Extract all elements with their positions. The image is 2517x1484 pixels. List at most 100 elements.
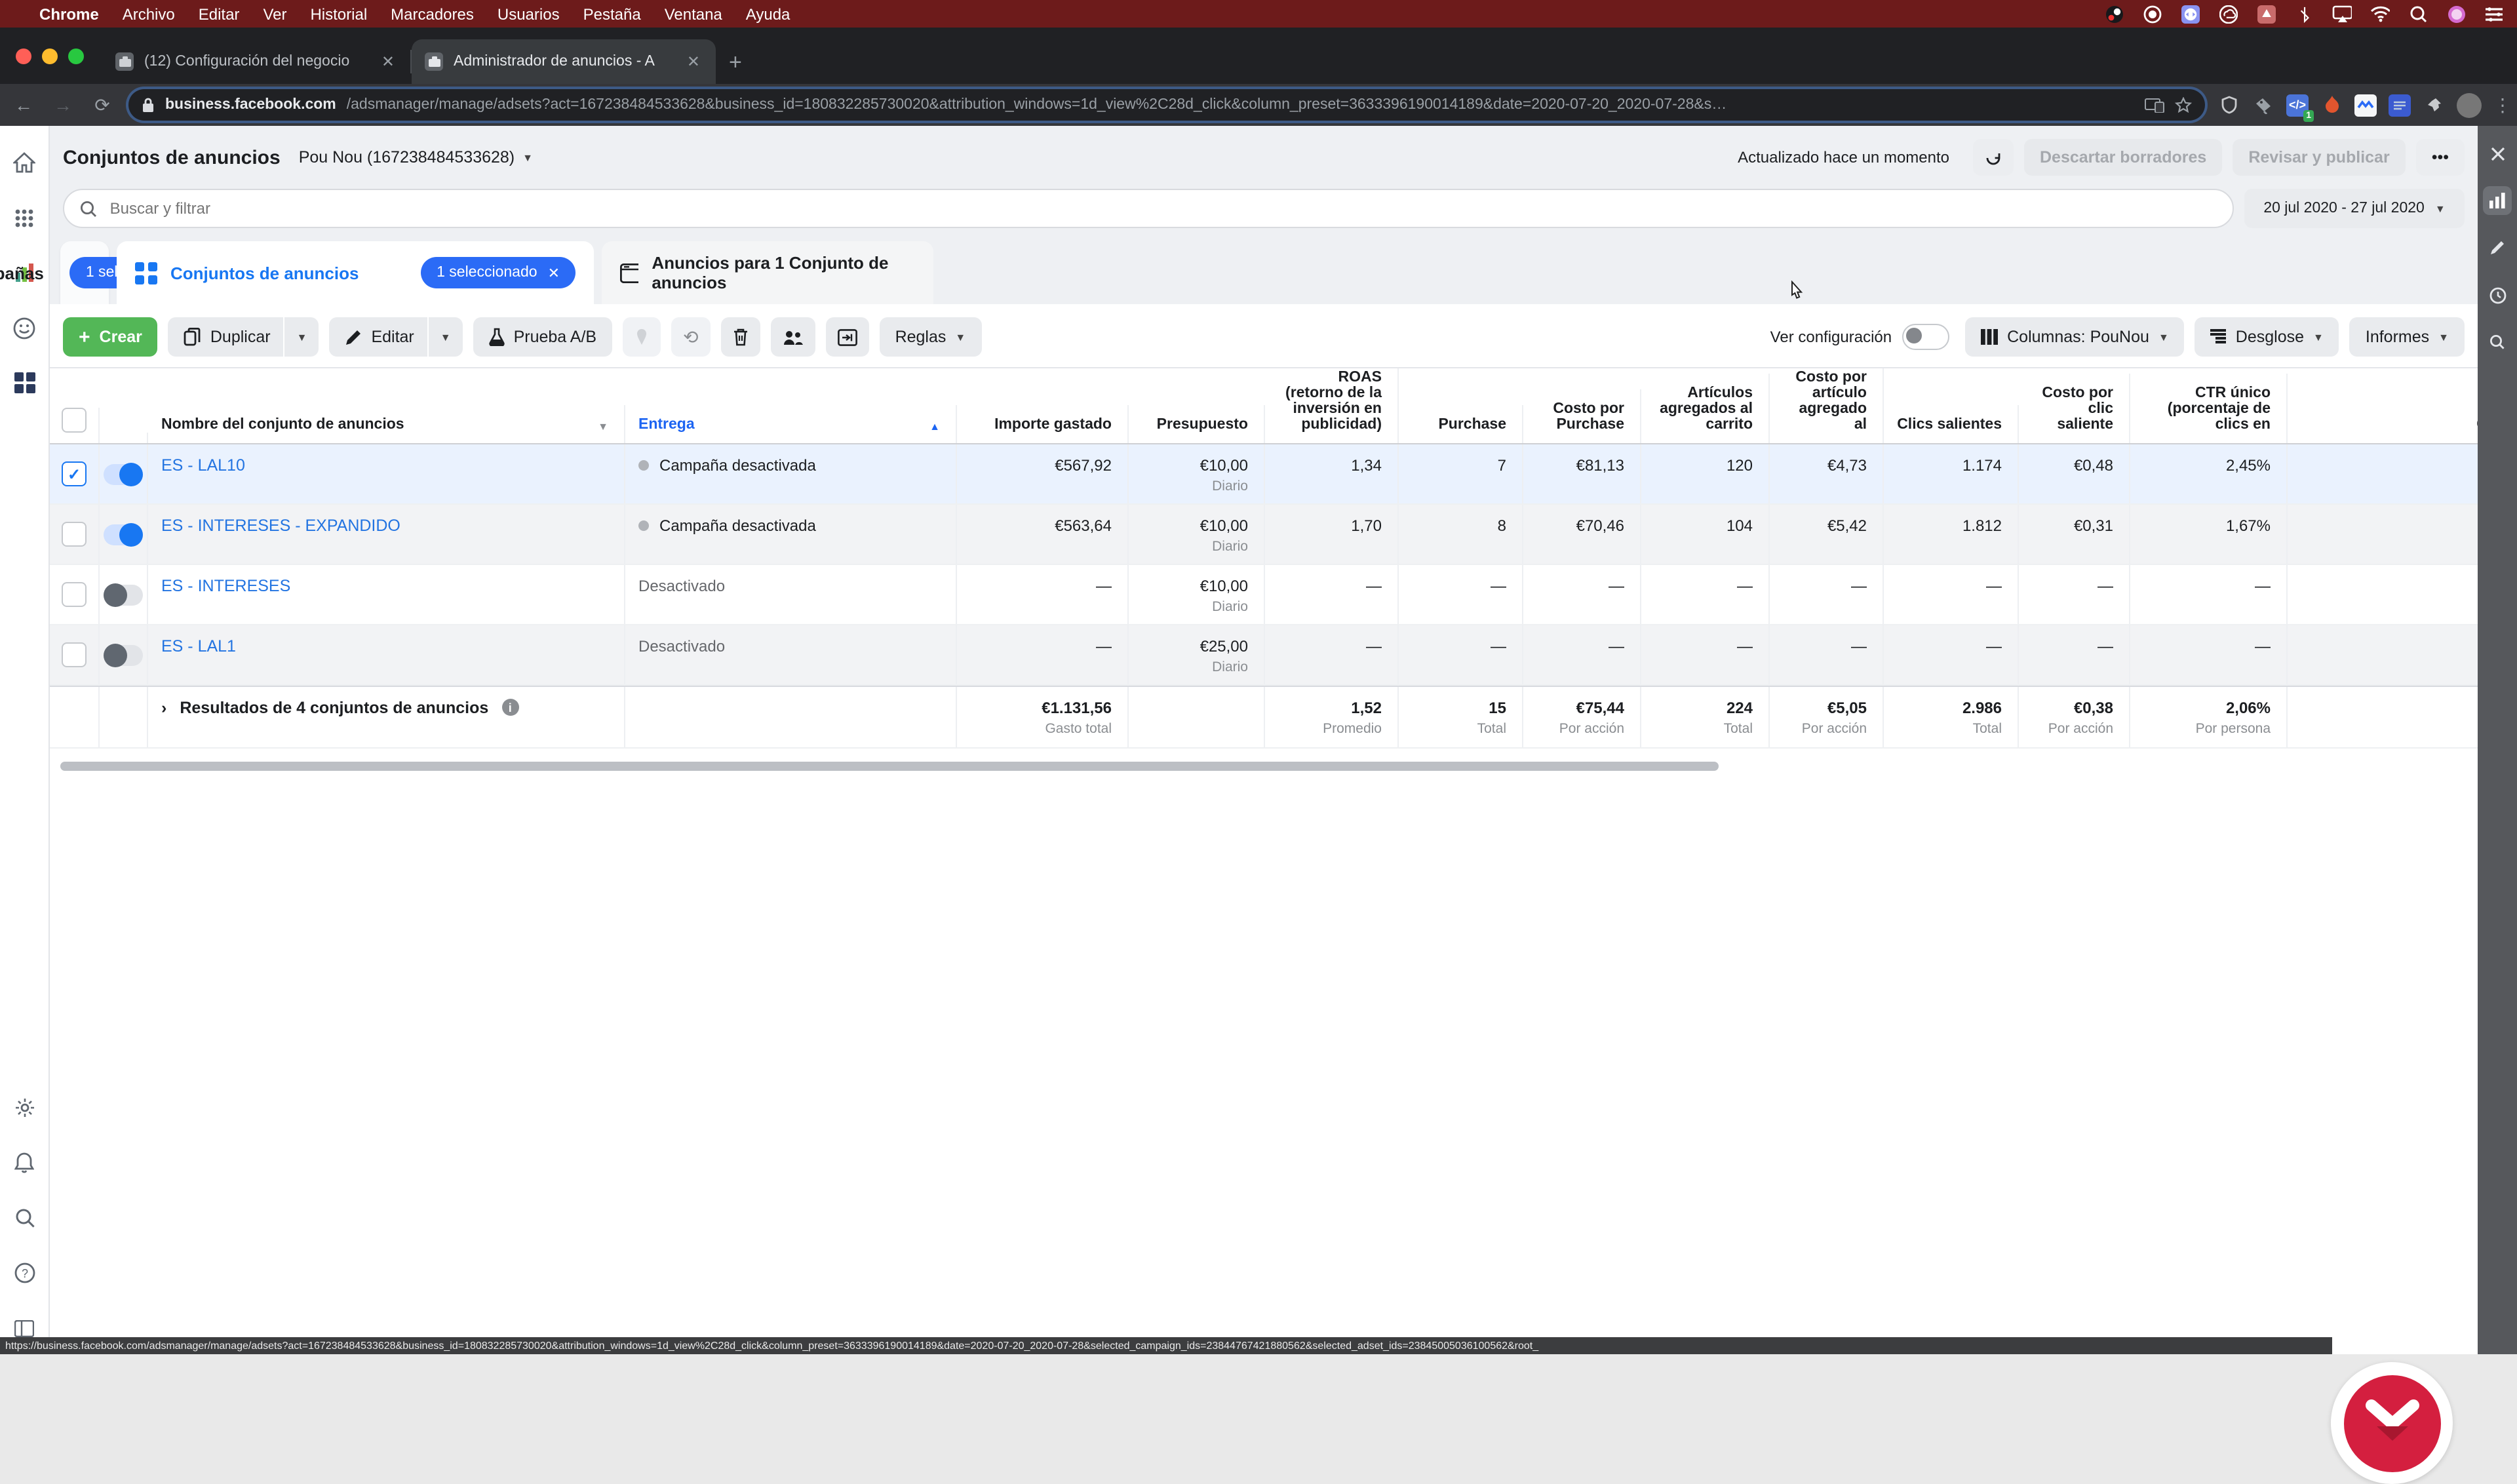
pivot-table-icon[interactable]: [11, 370, 37, 396]
scroll-down-fab[interactable]: [2331, 1362, 2453, 1484]
back-button[interactable]: ←: [14, 94, 33, 115]
review-publish-button[interactable]: Revisar y publicar: [2233, 139, 2406, 176]
creative-cloud-icon[interactable]: [2218, 4, 2238, 24]
browser-tab-2-active[interactable]: Administrador de anuncios - A ✕: [412, 39, 716, 84]
pencil-icon[interactable]: [2483, 233, 2512, 262]
menu-ayuda[interactable]: Ayuda: [745, 5, 790, 23]
apps-grid-icon[interactable]: [11, 205, 37, 231]
rules-button[interactable]: Reglas ▼: [879, 317, 982, 357]
gear-icon[interactable]: [11, 1095, 37, 1121]
export-chart-button[interactable]: [825, 317, 869, 357]
col-purchase[interactable]: Purchase: [1399, 405, 1523, 443]
send-to-device-icon[interactable]: [2145, 98, 2164, 112]
col-entrega[interactable]: Entrega ▲: [625, 405, 957, 443]
menu-ventana[interactable]: Ventana: [664, 5, 722, 23]
horizontal-scrollbar[interactable]: [60, 762, 2467, 771]
tab-campaigns[interactable]: Campañas 1 seleccionado✕: [0, 241, 225, 304]
date-range-selector[interactable]: 20 jul 2020 - 27 jul 2020 ▼: [2244, 189, 2465, 228]
duplicate-button[interactable]: Duplicar: [168, 317, 284, 357]
control-center-icon[interactable]: [2484, 4, 2504, 24]
zoom-icon[interactable]: [2483, 328, 2512, 357]
expand-icon[interactable]: ›: [161, 699, 167, 717]
tab-adsets-active[interactable]: Conjuntos de anuncios 1 seleccionado ✕: [117, 241, 594, 304]
extensions-pin-icon[interactable]: [2423, 94, 2445, 116]
row-toggle[interactable]: [100, 625, 148, 684]
address-bar[interactable]: business.facebook.com/adsmanager/manage/…: [128, 89, 2205, 121]
table-row[interactable]: ES - INTERESES - EXPANDIDO Campaña desac…: [50, 505, 2478, 565]
more-options-button[interactable]: •••: [2415, 139, 2465, 176]
table-row[interactable]: ES - INTERESES Desactivado — €10,00 Diari…: [50, 565, 2478, 625]
reload-button[interactable]: ⟳: [94, 94, 110, 115]
menu-pestana[interactable]: Pestaña: [583, 5, 641, 23]
profile-avatar[interactable]: [2457, 92, 2482, 117]
discard-drafts-button[interactable]: Descartar borradores: [2024, 139, 2223, 176]
col-clics[interactable]: Clics salientes: [1884, 405, 2019, 443]
row-toggle[interactable]: [100, 565, 148, 624]
col-ctr[interactable]: CTR único (porcentaje de clics en: [2130, 374, 2288, 443]
close-icon[interactable]: [2483, 139, 2512, 168]
breakdown-button[interactable]: Desglose ▼: [2195, 317, 2339, 357]
reports-button[interactable]: Informes ▼: [2349, 317, 2465, 357]
table-row[interactable]: ✓ ES - LAL10 Campaña desactivada €567,92…: [50, 444, 2478, 505]
zoom-window-button[interactable]: [68, 48, 84, 64]
adset-name-link[interactable]: ES - INTERESES: [161, 577, 291, 595]
col-presupuesto[interactable]: Presupuesto: [1129, 405, 1265, 443]
tag-extension-icon[interactable]: [2252, 94, 2274, 116]
adset-name-link[interactable]: ES - LAL1: [161, 637, 236, 655]
flame-extension-icon[interactable]: [2320, 94, 2343, 116]
teamviewer-icon[interactable]: [2180, 4, 2200, 24]
search-input[interactable]: [107, 198, 2217, 219]
search-icon[interactable]: [11, 1205, 37, 1231]
help-icon[interactable]: ?: [11, 1260, 37, 1286]
row-checkbox[interactable]: [50, 505, 100, 564]
siri-icon[interactable]: [2446, 4, 2466, 24]
row-toggle[interactable]: [100, 444, 148, 503]
create-button[interactable]: + Crear: [63, 317, 158, 357]
browser-menu-icon[interactable]: ⋮: [2493, 94, 2512, 115]
shield-extension-icon[interactable]: [2218, 94, 2240, 116]
col-costo-articulo[interactable]: Costo por artículo agregado al: [1770, 368, 1884, 443]
close-tab-icon[interactable]: ✕: [686, 52, 700, 71]
select-all-checkbox[interactable]: [50, 408, 100, 443]
row-toggle[interactable]: [100, 505, 148, 564]
account-selector[interactable]: Pou Nou (167238484533628) ▼: [298, 148, 533, 166]
duplicate-dropdown[interactable]: ▼: [284, 317, 319, 357]
wave-extension-icon[interactable]: [2354, 94, 2377, 116]
audiences-button[interactable]: [770, 317, 815, 357]
scrollbar-thumb[interactable]: [60, 762, 1719, 771]
bluetooth-icon[interactable]: [2294, 4, 2314, 24]
col-costo-purchase[interactable]: Costo por Purchase: [1523, 389, 1641, 443]
menu-archivo[interactable]: Archivo: [122, 5, 175, 23]
view-settings-switch[interactable]: [1902, 324, 1950, 350]
close-tab-icon[interactable]: ✕: [381, 52, 395, 71]
col-costo-clic[interactable]: Costo por clic saliente: [2019, 374, 2130, 443]
menu-editar[interactable]: Editar: [198, 5, 240, 23]
row-checkbox[interactable]: ✓: [50, 444, 100, 503]
ads-manager-icon[interactable]: [11, 260, 37, 286]
edit-dropdown[interactable]: ▼: [428, 317, 463, 357]
close-icon[interactable]: ✕: [547, 265, 560, 281]
menu-historial[interactable]: Historial: [310, 5, 368, 23]
obs-icon[interactable]: [2104, 4, 2124, 24]
tab-ads[interactable]: Anuncios para 1 Conjunto de anuncios: [602, 241, 933, 304]
adset-name-link[interactable]: ES - LAL10: [161, 456, 245, 475]
menu-ver[interactable]: Ver: [263, 5, 287, 23]
col-cpm[interactable]: CP impr: [2288, 405, 2478, 443]
spotlight-icon[interactable]: [2408, 4, 2428, 24]
search-filter-box[interactable]: [63, 189, 2234, 228]
new-tab-button[interactable]: +: [729, 50, 742, 75]
col-articulos[interactable]: Artículos agregados al carrito: [1641, 374, 1770, 443]
delete-button[interactable]: [720, 317, 760, 357]
info-icon[interactable]: i: [501, 699, 519, 716]
code-extension-icon[interactable]: </> 1: [2286, 94, 2314, 121]
table-row[interactable]: ES - LAL1 Desactivado — €25,00 Diario — —…: [50, 625, 2478, 686]
menu-marcadores[interactable]: Marcadores: [391, 5, 474, 23]
smiley-icon[interactable]: [11, 315, 37, 341]
wifi-icon[interactable]: [2370, 4, 2390, 24]
undo-button[interactable]: ⟲: [671, 317, 711, 357]
bookmark-star-icon[interactable]: [2175, 96, 2192, 113]
home-icon[interactable]: [11, 149, 37, 176]
menu-usuarios[interactable]: Usuarios: [497, 5, 560, 23]
close-window-button[interactable]: [16, 48, 31, 64]
google-drive-icon[interactable]: [2256, 4, 2276, 24]
